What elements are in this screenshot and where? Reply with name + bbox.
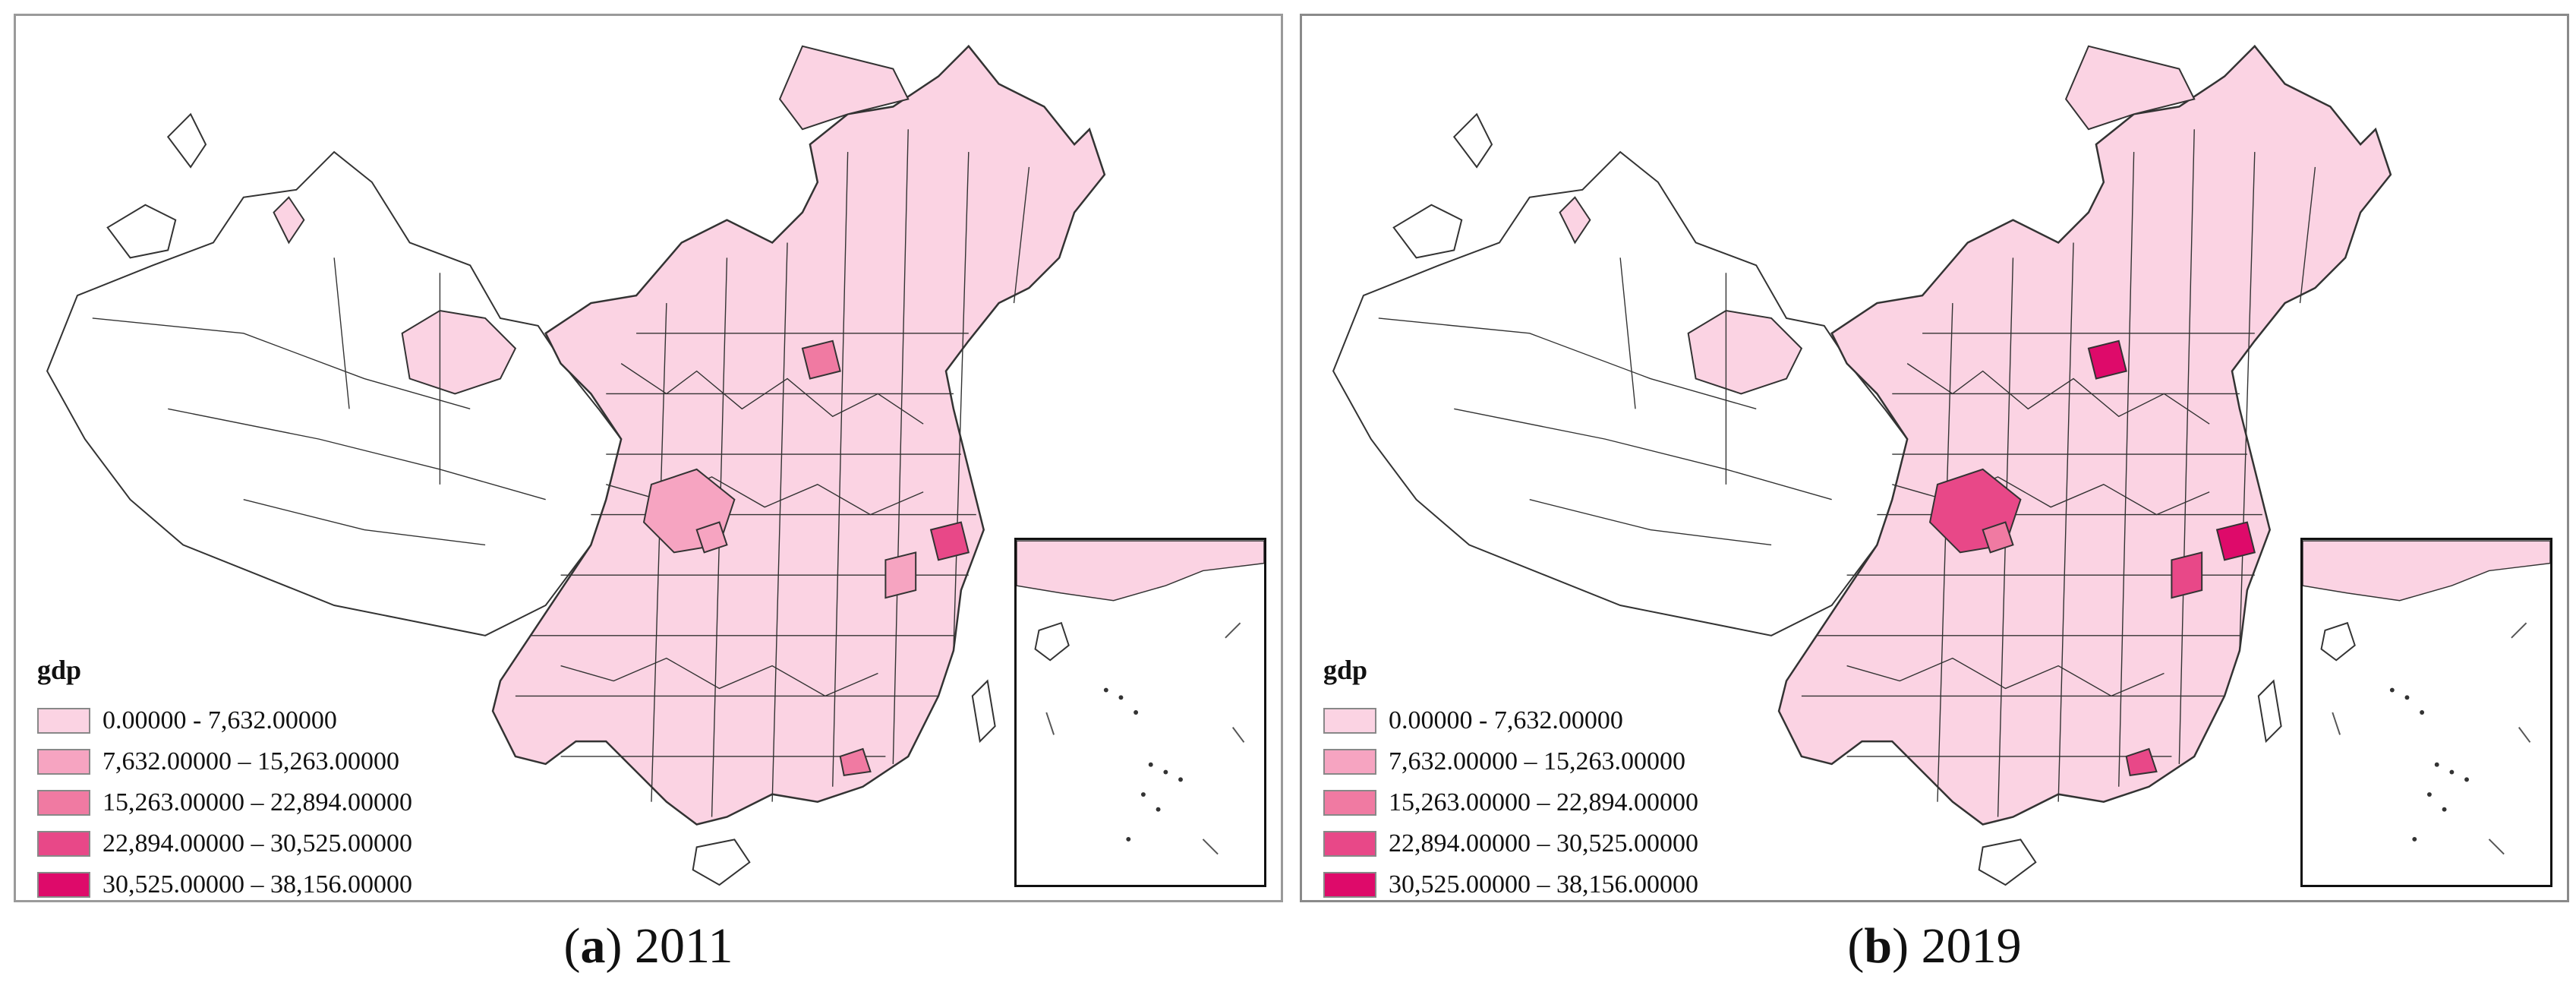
legend-item: 0.00000 - 7,632.00000 — [37, 703, 412, 738]
legend-label: 7,632.00000 – 15,263.00000 — [102, 747, 399, 775]
legend-title: gdp — [37, 655, 82, 685]
legend-label: 30,525.00000 – 38,156.00000 — [102, 870, 412, 899]
south-china-sea-inset — [1014, 538, 1266, 887]
caption-a: (a) 2011 — [563, 918, 733, 974]
legend-swatch — [1323, 789, 1376, 816]
legend-label: 0.00000 - 7,632.00000 — [1389, 706, 1623, 734]
legend-label: 30,525.00000 – 38,156.00000 — [1389, 870, 1698, 899]
legend-item: 30,525.00000 – 38,156.00000 — [1323, 867, 1698, 902]
hainan-island — [692, 839, 751, 886]
caption-letter: a — [580, 918, 606, 974]
legend-title: gdp — [1323, 655, 1368, 685]
inset-map — [2303, 540, 2550, 855]
eastern-filled-regions — [1559, 44, 2392, 826]
legend: gdp 0.00000 - 7,632.00000 7,632.00000 – … — [1323, 654, 1698, 908]
legend-swatch — [1323, 748, 1376, 775]
china-gdp-map-2011 — [46, 44, 1106, 886]
map-panel-2019: gdp 0.00000 - 7,632.00000 7,632.00000 – … — [1300, 14, 2569, 902]
legend-swatch — [37, 748, 90, 775]
legend-item: 22,894.00000 – 30,525.00000 — [1323, 826, 1698, 861]
legend-label: 22,894.00000 – 30,525.00000 — [102, 829, 412, 857]
legend-item: 22,894.00000 – 30,525.00000 — [37, 826, 412, 861]
china-gdp-map-2019 — [1332, 44, 2392, 886]
legend-label: 7,632.00000 – 15,263.00000 — [1389, 747, 1685, 775]
legend-label: 15,263.00000 – 22,894.00000 — [1389, 788, 1698, 816]
legend-item: 30,525.00000 – 38,156.00000 — [37, 867, 412, 902]
highlight-regions — [642, 340, 970, 776]
legend-item: 7,632.00000 – 15,263.00000 — [1323, 744, 1698, 779]
legend-item: 7,632.00000 – 15,263.00000 — [37, 744, 412, 779]
inset-map — [1017, 540, 1264, 855]
hainan-island — [1978, 839, 2037, 886]
legend-swatch — [37, 707, 90, 734]
caption-b: (b) 2019 — [1847, 918, 2022, 974]
south-china-sea-inset — [2300, 538, 2552, 887]
legend: gdp 0.00000 - 7,632.00000 7,632.00000 – … — [37, 654, 412, 908]
eastern-filled-regions — [273, 44, 1106, 826]
taiwan-island — [2257, 679, 2282, 744]
legend-item: 15,263.00000 – 22,894.00000 — [37, 785, 412, 820]
legend-label: 15,263.00000 – 22,894.00000 — [102, 788, 412, 816]
caption-year: 2011 — [634, 918, 733, 974]
legend-swatch — [37, 830, 90, 857]
western-unfilled-regions — [1332, 112, 1909, 636]
legend-swatch — [1323, 871, 1376, 898]
legend-swatch — [37, 789, 90, 816]
legend-item: 0.00000 - 7,632.00000 — [1323, 703, 1698, 738]
caption-letter: b — [1864, 918, 1893, 974]
map-panel-2011: gdp 0.00000 - 7,632.00000 7,632.00000 – … — [14, 14, 1283, 902]
taiwan-island — [971, 679, 996, 744]
legend-label: 22,894.00000 – 30,525.00000 — [1389, 829, 1698, 857]
legend-swatch — [1323, 830, 1376, 857]
western-unfilled-regions — [46, 112, 623, 636]
legend-item: 15,263.00000 – 22,894.00000 — [1323, 785, 1698, 820]
legend-label: 0.00000 - 7,632.00000 — [102, 706, 337, 734]
legend-swatch — [37, 871, 90, 898]
legend-swatch — [1323, 707, 1376, 734]
caption-year: 2019 — [1921, 918, 2022, 974]
highlight-regions — [1928, 340, 2256, 776]
